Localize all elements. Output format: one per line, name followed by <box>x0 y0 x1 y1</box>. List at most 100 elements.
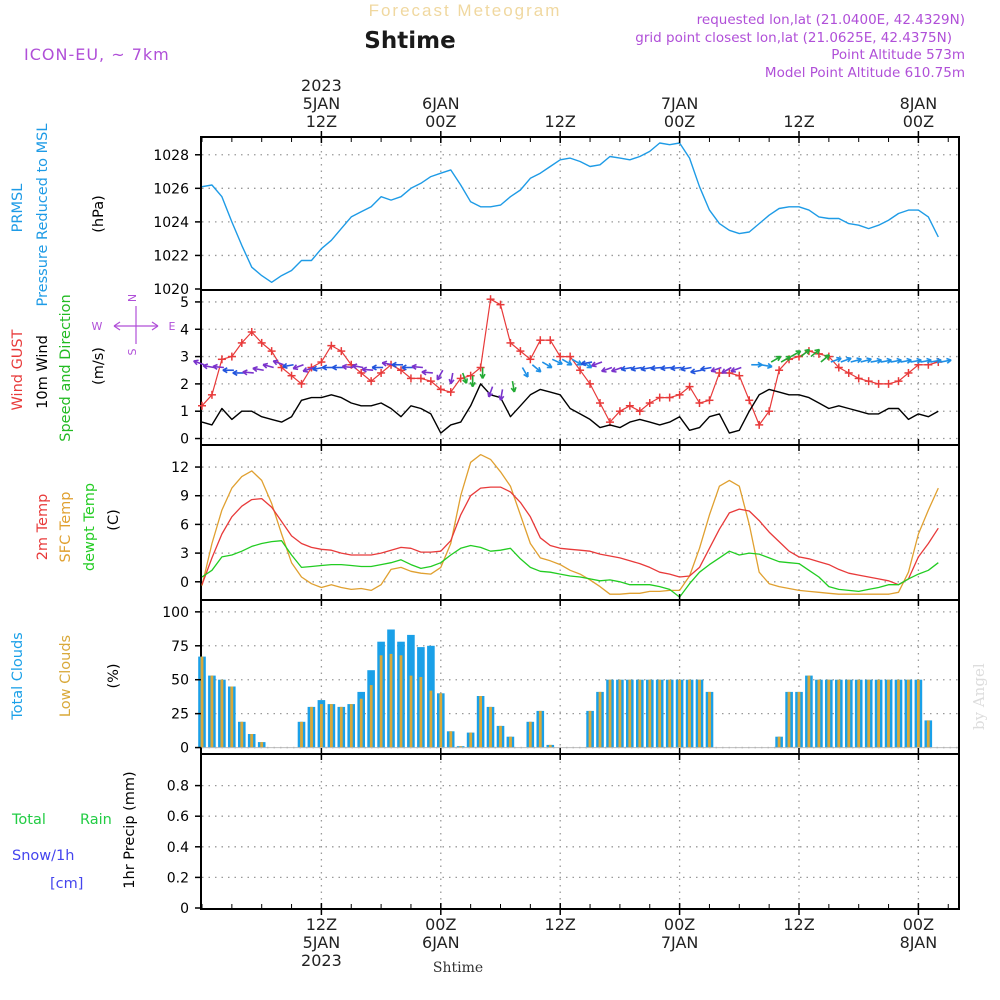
wind-arrow-shaft <box>571 358 583 366</box>
low-cloud-bar <box>528 721 532 748</box>
wind-direction-arrow <box>351 363 364 370</box>
gust-marker <box>526 355 535 364</box>
gust-marker <box>874 379 883 388</box>
wind-direction-arrow <box>331 364 344 371</box>
wind10m-label: 10m Wind <box>35 335 51 409</box>
low-cloud-bar <box>369 685 373 748</box>
wind-arrow-head <box>847 357 852 363</box>
wind-arrow-head <box>212 363 218 368</box>
gust-marker <box>615 407 624 416</box>
wind-arrow-head <box>580 360 586 365</box>
rain-label: Rain <box>80 812 112 828</box>
low-cloud-bar <box>907 679 910 748</box>
wind-arrow-head <box>826 354 831 360</box>
low-cloud-bar <box>449 731 453 748</box>
wind-arrow-shaft <box>721 366 732 374</box>
wind-arrow-shaft <box>850 358 862 363</box>
wind-arrow-shaft <box>202 364 215 369</box>
wind-arrow-head <box>670 365 676 370</box>
wind-arrow-head <box>282 362 288 368</box>
wind-arrow-shaft <box>511 381 516 393</box>
wind-arrow-head <box>302 366 308 372</box>
gust-marker <box>267 347 276 356</box>
time-label-top: 12Z <box>306 112 337 131</box>
low-cloud-bar <box>827 679 831 748</box>
wind-arrow-head <box>193 359 199 362</box>
y-tick-label: 0 <box>180 575 189 591</box>
time-label-top: 6JAN <box>422 94 460 113</box>
y-tick-label: 0 <box>180 901 189 917</box>
low-cloud-bar <box>588 710 592 748</box>
wind-arrow-shaft <box>531 364 542 373</box>
gust-marker <box>367 377 376 386</box>
low-cloud-bar <box>698 679 701 748</box>
wind-arrow-head <box>730 366 735 372</box>
time-label-bottom: 8JAN <box>900 933 938 952</box>
wind-arrow-head <box>352 363 358 367</box>
wind-direction-arrow <box>610 366 623 373</box>
compass-arrow-e <box>151 321 159 327</box>
wind-arrow-head <box>867 358 872 364</box>
wind-direction-arrow <box>770 355 782 363</box>
wind-arrow-shaft <box>561 358 573 366</box>
wind-arrow-head <box>331 364 338 369</box>
low-cloud-bar <box>320 704 323 748</box>
wind-arrow-head <box>816 349 821 355</box>
y-tick-label: 75 <box>171 639 189 655</box>
watermark: by Angel <box>970 663 988 730</box>
wind-direction-arrow <box>401 364 413 371</box>
low-cloud-bar <box>797 691 801 748</box>
gust-marker <box>217 355 226 364</box>
wind-arrow-head <box>401 364 407 369</box>
pressure-unit-label: (hPa) <box>91 195 107 232</box>
gust-marker <box>327 341 336 350</box>
low-cloud-bar <box>926 720 930 748</box>
pressure-panel <box>200 136 960 291</box>
wind-direction-arrow <box>820 354 831 363</box>
wind-direction-arrow <box>660 365 672 372</box>
gust-marker <box>765 407 774 416</box>
low-clouds-label: Low Clouds <box>58 635 74 717</box>
wind-arrow-head <box>787 356 792 362</box>
wind-arrow-shaft <box>670 366 682 370</box>
panel-frames <box>200 136 960 910</box>
wind-direction-arrow <box>202 363 215 370</box>
y-tick-label: 2 <box>180 377 189 393</box>
wind-direction-arrow <box>880 357 892 364</box>
time-label-bottom: 7JAN <box>661 933 699 952</box>
wind-arrow-head <box>498 395 502 401</box>
low-cloud-bar <box>230 686 234 748</box>
time-label-top: 8JAN <box>900 94 938 113</box>
model-altitude: Model Point Altitude 610.75m <box>765 65 965 81</box>
wind-arrow-shaft <box>800 348 810 358</box>
wind-direction-arrow <box>212 363 224 370</box>
wind-arrow-head <box>797 350 802 356</box>
wind-arrow-shaft <box>611 366 623 373</box>
gust-marker <box>397 366 405 375</box>
gust-marker <box>775 366 784 375</box>
y-tick-label: 1024 <box>153 215 189 231</box>
compass-arrow-e <box>151 325 159 331</box>
gust-marker <box>227 352 236 361</box>
wind-arrow-shaft <box>436 369 444 381</box>
wind-arrow-head <box>806 349 811 355</box>
wind-arrow-head <box>510 387 515 393</box>
wind-direction-arrow <box>292 364 304 371</box>
wind-arrow-head <box>421 369 427 373</box>
wind-arrow-shaft <box>920 359 932 363</box>
y-tick-label: 100 <box>162 605 189 621</box>
temp-unit-label: (C) <box>106 509 122 530</box>
wind-direction-arrow <box>381 360 394 367</box>
gust-marker <box>705 396 714 405</box>
time-label-top: 00Z <box>664 112 695 131</box>
wind-arrow-head <box>469 381 474 388</box>
gust-marker <box>426 377 435 386</box>
gust-marker <box>546 336 555 345</box>
gust-marker <box>357 368 366 377</box>
wind-arrow-shaft <box>541 361 553 369</box>
wind-arrow-head <box>877 359 882 364</box>
wind-arrow-shaft <box>421 371 433 374</box>
time-label-bottom: 12Z <box>306 915 337 934</box>
low-cloud-bar <box>250 734 254 748</box>
